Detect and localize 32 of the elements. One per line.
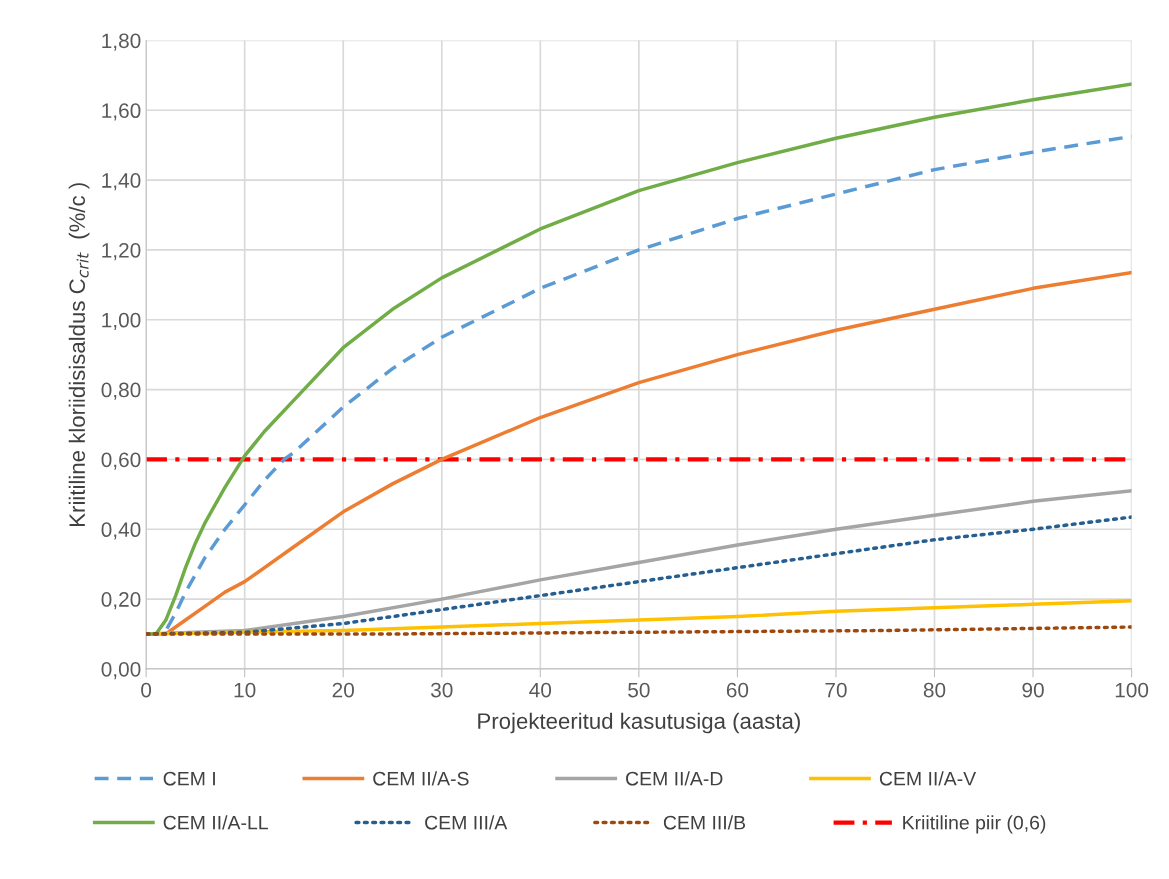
y-tick-label: 1,40 <box>102 173 141 191</box>
y-tick-label: 1,80 <box>102 33 141 51</box>
y-axis-title: Kriitiline kloriidisisaldus C$_{crit}$ (%/c ) <box>68 183 90 526</box>
x-tick-label: 70 <box>825 682 847 698</box>
x-tick-label: 50 <box>628 682 650 698</box>
x-tick-label: 10 <box>234 682 256 698</box>
y-tick-label: 0,20 <box>101 592 141 610</box>
legend-label: CEM II/A-S <box>373 771 469 786</box>
legend-label: CEM II/A-LL <box>163 815 268 830</box>
legend-label: CEM I <box>163 771 215 786</box>
y-tick-label: 0,60 <box>101 452 141 470</box>
y-tick-label: 1,20 <box>102 242 141 261</box>
legend-label: CEM III/A <box>425 815 508 830</box>
y-tick-label: 0,80 <box>101 382 141 400</box>
legend-label: CEM III/B <box>663 815 746 830</box>
y-tick-label: 0,00 <box>101 661 141 680</box>
y-tick-label: 1,00 <box>102 312 141 330</box>
x-tick-label: 60 <box>726 682 749 698</box>
legend-label: CEM II/A-V <box>879 771 977 786</box>
x-axis-title: Projekteeritud kasutusiga (aasta) <box>478 712 800 734</box>
x-tick-label: 20 <box>332 682 354 698</box>
x-tick-label: 100 <box>1115 682 1149 698</box>
legend-label: Kriitiline piir (0,6) <box>903 815 1046 834</box>
x-tick-label: 80 <box>923 682 946 698</box>
x-tick-label: 90 <box>1022 682 1044 698</box>
legend-label: CEM II/A-D <box>626 771 723 786</box>
line-series <box>146 625 1132 636</box>
x-tick-label: 40 <box>529 682 552 698</box>
x-tick-label: 30 <box>430 682 453 698</box>
y-tick-label: 1,60 <box>102 103 141 121</box>
x-tick-label: 0 <box>141 682 152 698</box>
y-tick-label: 0,40 <box>101 522 141 540</box>
